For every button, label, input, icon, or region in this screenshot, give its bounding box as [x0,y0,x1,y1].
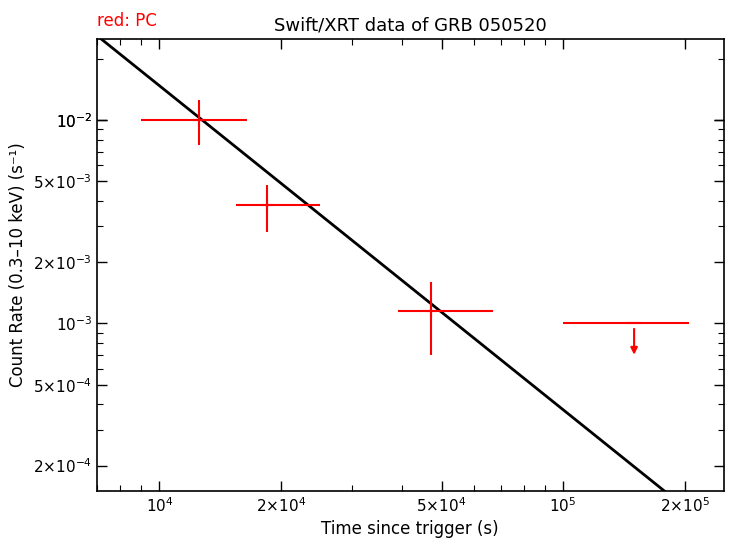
Text: red: PC: red: PC [97,12,157,30]
X-axis label: Time since trigger (s): Time since trigger (s) [322,520,499,538]
Title: Swift/XRT data of GRB 050520: Swift/XRT data of GRB 050520 [274,17,547,35]
Y-axis label: Count Rate (0.3–10 keV) (s⁻¹): Count Rate (0.3–10 keV) (s⁻¹) [10,143,28,387]
